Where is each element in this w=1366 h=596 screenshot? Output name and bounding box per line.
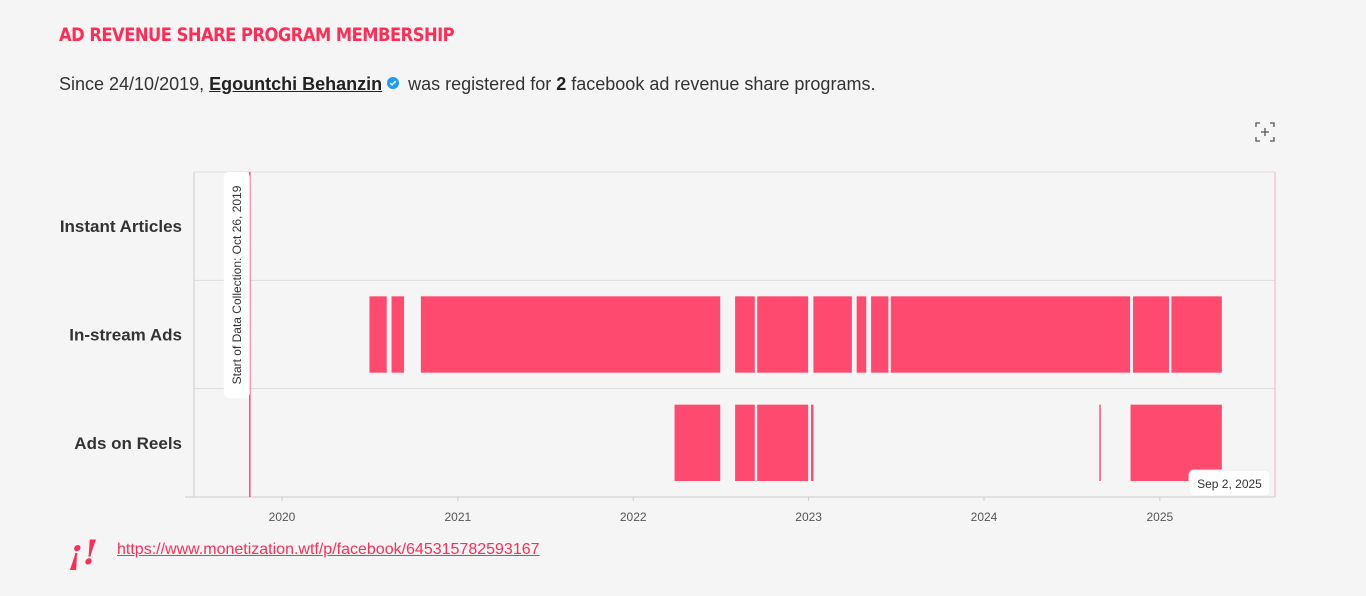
end-marker-label: Sep 2, 2025 — [1197, 477, 1262, 491]
membership-bar — [757, 296, 809, 373]
svg-text:¡!: ¡! — [68, 533, 98, 572]
summary-middle: was registered for — [408, 74, 552, 94]
membership-bar — [757, 404, 809, 481]
membership-bar — [871, 296, 889, 373]
x-tick-label: 2022 — [620, 510, 647, 524]
category-label: In-stream Ads — [69, 326, 182, 345]
x-tick-label: 2023 — [795, 510, 822, 524]
program-count: 2 — [556, 74, 567, 94]
membership-bar — [391, 296, 405, 373]
monetization-wtf-logo: ¡! — [66, 528, 98, 573]
membership-bar — [1130, 404, 1222, 481]
membership-bar — [735, 296, 755, 373]
membership-bar — [735, 404, 755, 481]
verified-badge-icon — [387, 77, 400, 89]
membership-bar — [1171, 296, 1222, 373]
start-marker-label-bg — [223, 172, 250, 398]
membership-bar — [1132, 296, 1169, 373]
summary-prefix: Since 24/10/2019, — [59, 74, 205, 94]
membership-summary: Since 24/10/2019, Egountchi Behanzin was… — [59, 74, 875, 95]
membership-bar — [674, 404, 721, 481]
expand-icon[interactable] — [1254, 121, 1276, 143]
start-marker-label: Start of Data Collection: Oct 26, 2019 — [230, 185, 244, 384]
membership-bar — [1099, 404, 1101, 481]
category-label: Instant Articles — [60, 217, 182, 236]
membership-bar — [856, 296, 867, 373]
membership-bar — [890, 296, 1131, 373]
membership-bar — [420, 296, 721, 373]
category-label: Ads on Reels — [74, 434, 182, 453]
section-title: AD REVENUE SHARE PROGRAM MEMBERSHIP — [59, 24, 455, 46]
page-name-link[interactable]: Egountchi Behanzin — [209, 74, 383, 94]
x-tick-label: 2025 — [1147, 510, 1174, 524]
x-tick-label: 2024 — [971, 510, 998, 524]
membership-bar — [813, 296, 852, 373]
membership-bar — [369, 296, 387, 373]
source-url-link[interactable]: https://www.monetization.wtf/p/facebook/… — [117, 541, 540, 558]
membership-bar — [811, 404, 814, 481]
end-marker-label-bg — [1188, 469, 1271, 497]
summary-suffix: facebook ad revenue share programs. — [571, 74, 876, 94]
x-tick-label: 2020 — [269, 510, 296, 524]
x-tick-label: 2021 — [445, 510, 472, 524]
